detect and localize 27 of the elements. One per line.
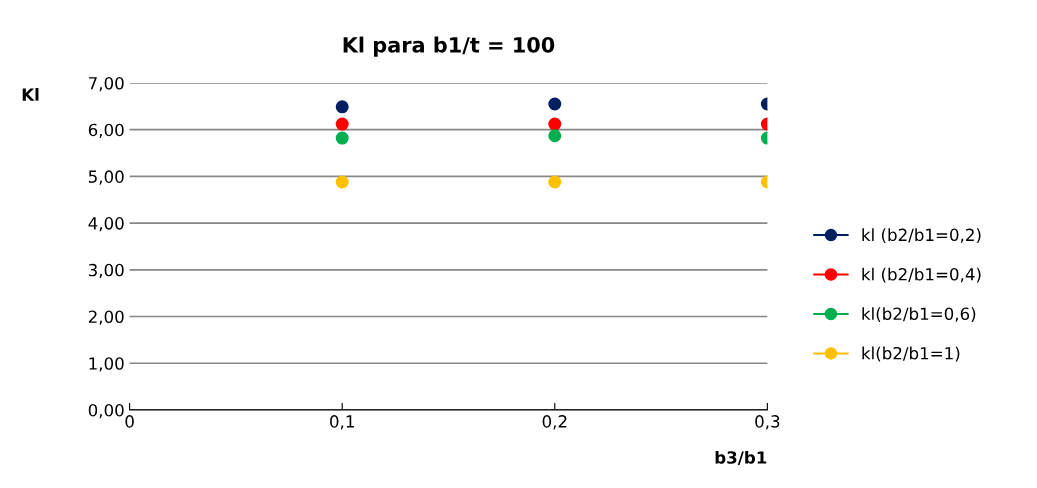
y-tick-label: 3,00 — [88, 263, 124, 279]
y-axis-title: Kl — [22, 87, 39, 101]
point — [548, 117, 562, 131]
x-tick-label: 0,1 — [330, 415, 354, 430]
x-tick-label: 0 — [125, 415, 134, 428]
point — [335, 117, 349, 131]
y-tick-label: 6,00 — [88, 123, 124, 138]
x-tick-label: 0,2 — [542, 415, 567, 430]
point — [335, 100, 349, 114]
point — [335, 175, 349, 189]
legend-label: kl (b2/b1=0,2) — [862, 228, 981, 244]
chart-title: Kl para b1/t = 100 — [343, 36, 555, 57]
y-tick-label: 0,00 — [88, 403, 124, 419]
point — [335, 131, 349, 145]
point — [548, 97, 562, 111]
point — [548, 175, 562, 189]
y-tick-label: 5,00 — [88, 170, 124, 185]
y-tick-label: 2,00 — [88, 310, 124, 325]
y-tick-label: 7,00 — [89, 76, 124, 92]
x-axis-title: b3/b1 — [715, 450, 767, 466]
legend-label: kl(b2/b1=1) — [862, 346, 960, 362]
x-tick-label: 0,3 — [755, 415, 780, 430]
point — [548, 129, 562, 143]
y-tick-label: 1,00 — [89, 357, 124, 372]
y-tick-label: 4,00 — [88, 217, 124, 232]
legend-label: kl (b2/b1=0,4) — [862, 267, 981, 283]
legend-label: kl(b2/b1=0,6) — [862, 307, 976, 323]
